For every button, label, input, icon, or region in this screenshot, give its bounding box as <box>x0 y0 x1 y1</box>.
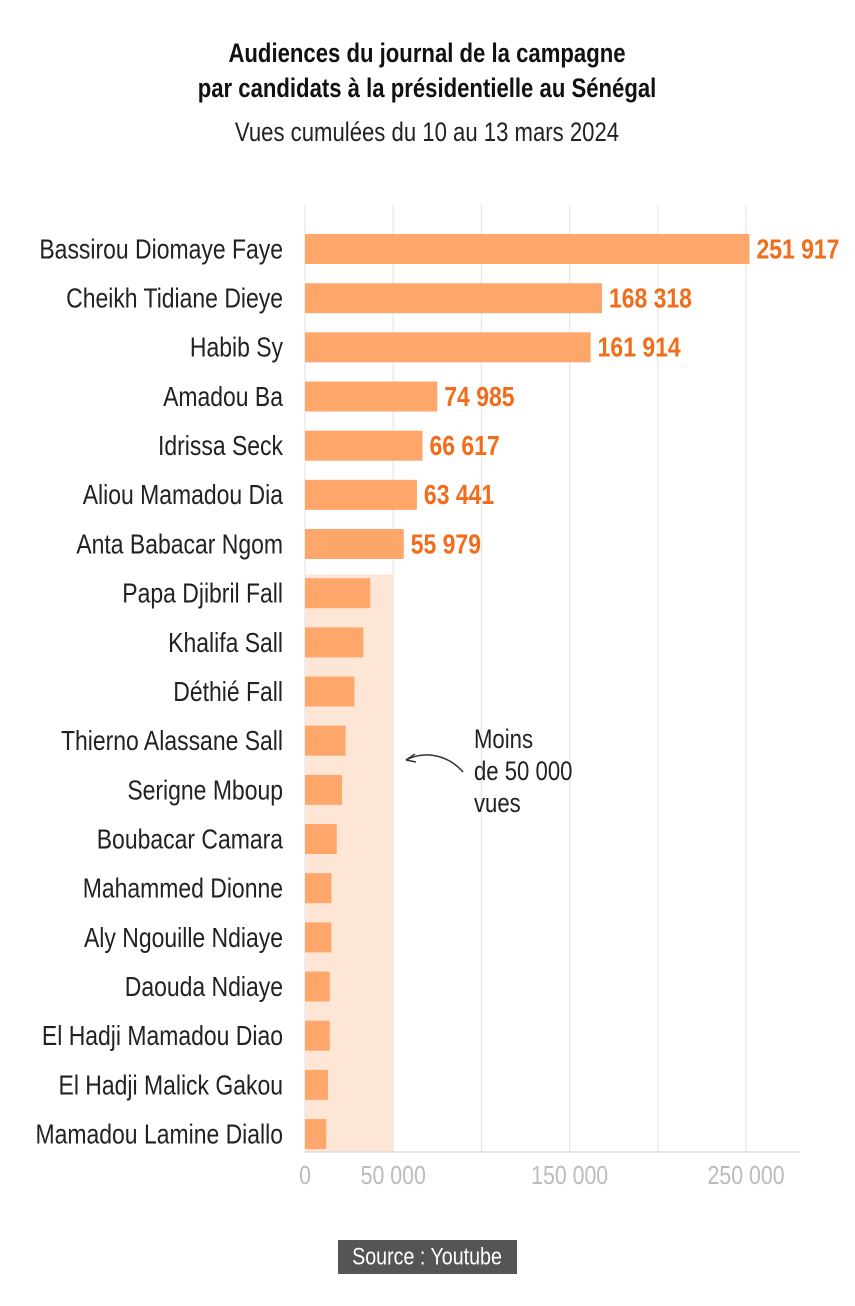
bar <box>305 971 330 1002</box>
bar <box>305 725 346 756</box>
y-tick-label: Aliou Mamadou Dia <box>83 480 284 511</box>
value-label: 251 917 <box>756 234 839 265</box>
y-tick-label: Cheikh Tidiane Dieye <box>66 284 283 315</box>
x-tick-label: 50 000 <box>361 1161 426 1191</box>
y-tick-label: Boubacar Camara <box>97 824 284 855</box>
highlight-band <box>305 574 394 1152</box>
annotation: Moins <box>474 725 533 755</box>
y-tick-label: Déthié Fall <box>173 677 283 708</box>
y-tick-label: Amadou Ba <box>163 382 284 413</box>
value-label: 74 985 <box>444 382 514 413</box>
chart-title: par candidats à la présidentielle au Sén… <box>198 74 657 104</box>
bar <box>305 332 591 363</box>
value-label: 66 617 <box>430 431 500 462</box>
bar <box>305 1119 327 1150</box>
bar <box>305 578 371 609</box>
bar <box>305 430 423 461</box>
bar <box>305 774 343 805</box>
bar <box>305 1020 330 1051</box>
annotation-arrow <box>405 754 464 773</box>
annotation-arrowhead <box>405 753 417 763</box>
y-tick-label: Khalifa Sall <box>168 628 283 659</box>
y-tick-label: Idrissa Seck <box>158 431 283 462</box>
bar <box>305 283 602 314</box>
bar <box>305 627 364 658</box>
y-tick-label: Aly Ngouille Ndiaye <box>84 923 283 954</box>
annotation: de 50 000 <box>474 757 572 787</box>
bar <box>305 824 337 855</box>
bar <box>305 381 438 412</box>
x-tick-label: 250 000 <box>708 1161 785 1191</box>
value-label: 168 318 <box>609 284 692 315</box>
source: Source : Youtube <box>352 1242 502 1269</box>
bar <box>305 234 750 264</box>
y-tick-label: Habib Sy <box>190 333 283 364</box>
bar <box>305 1069 328 1100</box>
y-tick-label: Serigne Mboup <box>127 775 283 806</box>
value-label: 161 914 <box>598 333 682 364</box>
value-label: 63 441 <box>424 480 494 511</box>
x-tick-label: 150 000 <box>531 1161 608 1191</box>
y-tick-label: Papa Djibril Fall <box>122 579 283 610</box>
bar <box>305 479 417 510</box>
bar <box>305 873 332 904</box>
bar <box>305 676 355 707</box>
y-tick-label: Bassirou Diomaye Faye <box>39 234 283 265</box>
x-tick-label: 0 <box>299 1161 311 1191</box>
chart-subtitle: Vues cumulées du 10 au 13 mars 2024 <box>235 118 619 148</box>
y-tick-label: Daouda Ndiaye <box>125 972 283 1003</box>
y-tick-label: Anta Babacar Ngom <box>76 529 283 560</box>
y-tick-label: Thierno Alassane Sall <box>61 726 283 757</box>
annotation: vues <box>474 789 521 819</box>
y-tick-label: El Hadji Malick Gakou <box>59 1070 283 1101</box>
y-tick-label: Mamadou Lamine Diallo <box>36 1119 283 1150</box>
y-tick-label: Mahammed Dionne <box>83 874 283 905</box>
bar <box>305 922 332 953</box>
chart-title: Audiences du journal de la campagne <box>228 39 625 69</box>
value-label: 55 979 <box>411 529 481 560</box>
source-box <box>338 1240 517 1274</box>
y-tick-label: El Hadji Mamadou Diao <box>42 1021 283 1052</box>
bar <box>305 529 404 560</box>
